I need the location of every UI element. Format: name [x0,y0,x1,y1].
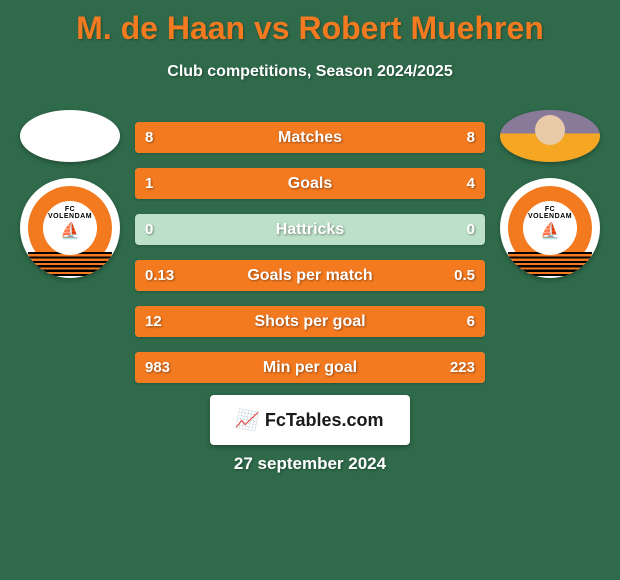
stat-row: 0.130.5Goals per match [135,260,485,291]
player-left-club-badge: FC VOLENDAM ⛵ [20,178,120,278]
player-right-photo [500,110,600,162]
player-right-name: Robert Muehren [298,10,543,46]
ship-icon: ⛵ [60,221,80,241]
brand-text: FcTables.com [265,410,384,431]
page-title: M. de Haan vs Robert Muehren [0,0,620,47]
stat-label: Matches [135,129,485,147]
stat-label: Hattricks [135,221,485,239]
stat-label: Shots per goal [135,313,485,331]
ship-icon: ⛵ [540,221,560,241]
club-badge-text-right: FC VOLENDAM [523,206,577,220]
stat-row: 983223Min per goal [135,352,485,383]
left-column: FC VOLENDAM ⛵ [10,110,130,278]
footer-date: 27 september 2024 [0,454,620,474]
club-badge-text-left: FC VOLENDAM [43,206,97,220]
stat-row: 88Matches [135,122,485,153]
stat-row: 126Shots per goal [135,306,485,337]
stat-label: Min per goal [135,359,485,377]
stat-row: 00Hattricks [135,214,485,245]
player-right-club-badge: FC VOLENDAM ⛵ [500,178,600,278]
player-left-photo [20,110,120,162]
chart-icon: 📈 [235,408,261,433]
stat-row: 14Goals [135,168,485,199]
stat-label: Goals [135,175,485,193]
subtitle: Club competitions, Season 2024/2025 [0,63,620,81]
player-left-name: M. de Haan [76,10,245,46]
brand-badge[interactable]: 📈 FcTables.com [210,395,410,445]
stat-label: Goals per match [135,267,485,285]
right-column: FC VOLENDAM ⛵ [490,110,610,278]
comparison-container: M. de Haan vs Robert Muehren Club compet… [0,0,620,580]
stats-list: 88Matches 14Goals 00Hattricks 0.130.5Goals … [135,122,485,383]
title-vs: vs [254,10,290,46]
